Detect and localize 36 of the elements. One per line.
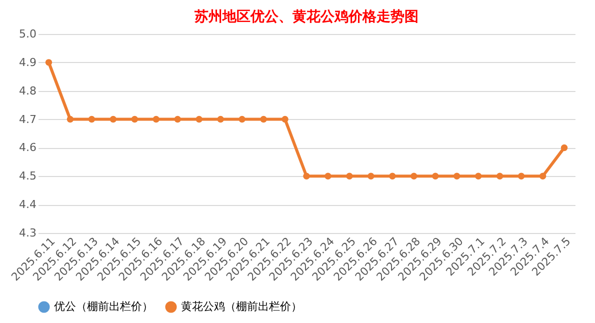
point	[454, 172, 460, 180]
point	[410, 172, 418, 180]
y-tick-label: 4.8	[19, 84, 36, 98]
point	[174, 116, 181, 123]
chart-title: 苏州地区优公、黄花公鸡价格走势图	[194, 9, 418, 25]
point	[260, 116, 267, 123]
point	[196, 116, 202, 123]
point	[539, 172, 546, 180]
point	[432, 172, 439, 180]
y-tick-label: 4.5	[19, 170, 36, 183]
y-tick-label: 4.6	[19, 141, 36, 154]
y-tick-label: 5.0	[19, 28, 36, 40]
legend-label: 优公（棚前出栏价）	[54, 300, 153, 313]
point	[238, 116, 246, 123]
point	[66, 116, 74, 123]
point	[110, 116, 117, 123]
point	[560, 144, 568, 152]
point	[217, 116, 224, 123]
point	[324, 172, 332, 180]
y-tick-label: 4.7	[19, 112, 36, 126]
y-tick-label: 4.9	[19, 56, 36, 69]
point	[88, 116, 96, 123]
point	[303, 172, 310, 180]
point	[45, 59, 52, 66]
point	[131, 116, 138, 123]
legend-label: 黄花公鸡（棚前出栏价）	[181, 300, 302, 313]
point	[389, 172, 396, 180]
point	[474, 172, 482, 180]
point	[518, 172, 525, 180]
point	[368, 172, 374, 180]
point	[496, 172, 504, 180]
point	[346, 172, 353, 180]
y-tick-label: 4.3	[19, 226, 36, 240]
point	[282, 116, 288, 123]
point	[152, 116, 160, 123]
y-tick-label: 4.4	[19, 198, 36, 212]
